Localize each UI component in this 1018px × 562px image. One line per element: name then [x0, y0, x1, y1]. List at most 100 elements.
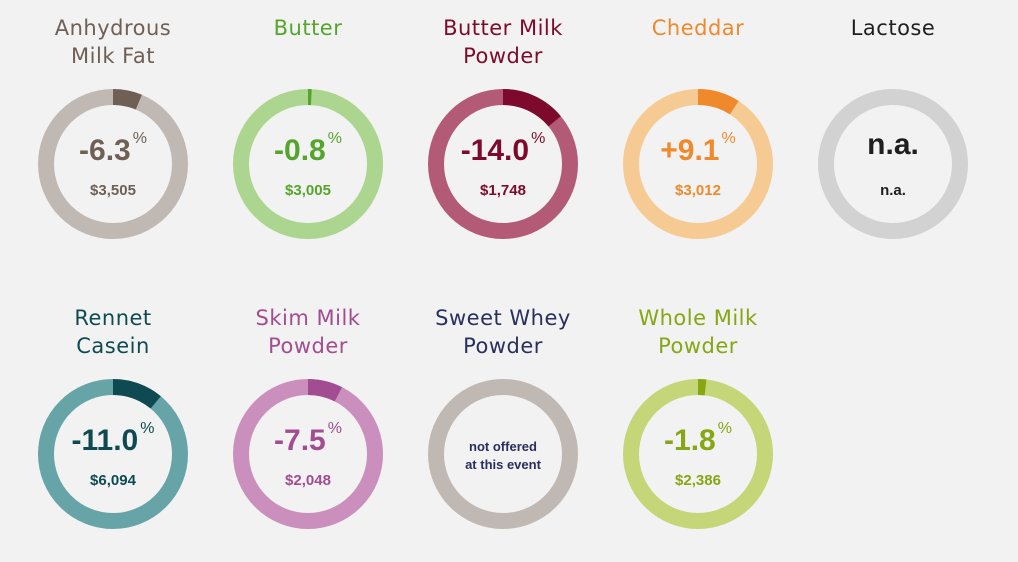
- donut-center: not offered at this event: [423, 374, 583, 534]
- donut-center: -0.8% $3,005: [228, 84, 388, 244]
- product-name: Butter Milk Powder: [403, 14, 603, 70]
- percent-unit: %: [327, 420, 342, 437]
- percent-unit: %: [327, 130, 342, 147]
- donut-svg: [38, 89, 188, 239]
- donut-ring: -0.8% $3,005: [228, 84, 388, 244]
- donut-svg: [428, 379, 578, 529]
- change-percent: +9.1%: [618, 128, 778, 168]
- price-value: $2,386: [675, 472, 721, 489]
- donut-change-arc: [428, 89, 578, 239]
- change-percent: -1.8%: [618, 418, 778, 458]
- donut-ring: -1.8% $2,386: [618, 374, 778, 534]
- change-percent: -6.3%: [33, 128, 193, 168]
- donut-ring: -11.0% $6,094: [33, 374, 193, 534]
- donut-center: -1.8% $2,386: [618, 374, 778, 534]
- product-name: Sweet Whey Powder: [403, 304, 603, 360]
- donut-ring: +9.1% $3,012: [618, 84, 778, 244]
- availability-note-line: not offered: [469, 439, 537, 454]
- change-value: -11.0: [71, 424, 139, 457]
- price-value: n.a.: [880, 182, 906, 199]
- product-name-line: Butter: [273, 16, 343, 40]
- change-percent: -11.0%: [33, 418, 193, 458]
- price-value: $2,048: [285, 472, 331, 489]
- price-value: $3,005: [285, 182, 331, 199]
- product-name: Rennet Casein: [13, 304, 213, 360]
- donut-ring: -6.3% $3,505: [33, 84, 193, 244]
- percent-unit: %: [531, 130, 546, 147]
- product-name: Skim Milk Powder: [208, 304, 408, 360]
- product-name-line: Casein: [76, 334, 150, 358]
- price-value: $6,094: [90, 472, 136, 489]
- change-value: -6.3: [79, 134, 131, 167]
- product-tile-rennet-casein[interactable]: Rennet Casein -11.0% $6,094: [33, 290, 193, 560]
- donut-change-arc: [233, 379, 383, 529]
- product-name: Butter: [208, 14, 408, 42]
- donut-center: -14.0% $1,748: [423, 84, 583, 244]
- product-name-line: Powder: [268, 334, 348, 358]
- product-name-line: Rennet: [74, 306, 152, 330]
- donut-svg: [233, 89, 383, 239]
- percent-unit: %: [721, 130, 736, 147]
- change-value: -14.0: [460, 134, 530, 167]
- price-value: $1,748: [480, 182, 526, 199]
- product-tile-lactose[interactable]: Lactose n.a. n.a.: [813, 0, 973, 270]
- change-value: -0.8: [274, 134, 326, 167]
- donut-svg: [428, 89, 578, 239]
- product-name: Cheddar: [598, 14, 798, 42]
- change-value: n.a.: [867, 128, 919, 161]
- donut-center: -11.0% $6,094: [33, 374, 193, 534]
- product-name-line: Whole Milk: [638, 306, 758, 330]
- product-tile-butter[interactable]: Butter -0.8% $3,005: [228, 0, 388, 270]
- product-tile-anhydrous-milk-fat[interactable]: Anhydrous Milk Fat -6.3% $3,505: [33, 0, 193, 270]
- availability-note-line: at this event: [465, 457, 541, 472]
- product-name: Whole Milk Powder: [598, 304, 798, 360]
- product-name-line: Powder: [463, 44, 543, 68]
- donut-track: [428, 379, 578, 529]
- donut-svg: [818, 89, 968, 239]
- price-value: $3,012: [675, 182, 721, 199]
- donut-ring: not offered at this event: [423, 374, 583, 534]
- change-value: -7.5: [274, 424, 326, 457]
- percent-unit: %: [140, 420, 155, 437]
- donut-ring: -14.0% $1,748: [423, 84, 583, 244]
- product-name: Anhydrous Milk Fat: [13, 14, 213, 70]
- product-name-line: Butter Milk: [443, 16, 563, 40]
- product-name: Lactose: [793, 14, 993, 42]
- product-name-line: Milk Fat: [71, 44, 155, 68]
- donut-change-arc: [623, 379, 773, 529]
- change-percent: -14.0%: [423, 128, 583, 168]
- donut-svg: [233, 379, 383, 529]
- donut-center: -6.3% $3,505: [33, 84, 193, 244]
- product-tile-butter-milk-powder[interactable]: Butter Milk Powder -14.0% $1,748: [423, 0, 583, 270]
- donut-change-arc: [623, 89, 773, 239]
- availability-note: not offered at this event: [423, 438, 583, 474]
- product-tile-whole-milk-powder[interactable]: Whole Milk Powder -1.8% $2,386: [618, 290, 778, 560]
- product-tile-sweet-whey-powder[interactable]: Sweet Whey Powder not offered at this event: [423, 290, 583, 560]
- donut-center: +9.1% $3,012: [618, 84, 778, 244]
- donut-center: -7.5% $2,048: [228, 374, 388, 534]
- product-name-line: Powder: [463, 334, 543, 358]
- product-tile-skim-milk-powder[interactable]: Skim Milk Powder -7.5% $2,048: [228, 290, 388, 560]
- product-name-line: Anhydrous: [54, 16, 172, 40]
- product-name-line: Powder: [658, 334, 738, 358]
- donut-ring: -7.5% $2,048: [228, 374, 388, 534]
- donut-svg: [38, 379, 188, 529]
- donut-svg: [623, 89, 773, 239]
- product-tile-cheddar[interactable]: Cheddar +9.1% $3,012: [618, 0, 778, 270]
- product-name-line: Cheddar: [651, 16, 745, 40]
- percent-unit: %: [132, 130, 147, 147]
- donut-svg: [623, 379, 773, 529]
- donut-ring: n.a. n.a.: [813, 84, 973, 244]
- product-name-line: Skim Milk: [255, 306, 361, 330]
- donut-change-arc: [38, 89, 188, 239]
- percent-unit: %: [717, 420, 732, 437]
- donut-change-arc: [233, 89, 383, 239]
- change-percent: -0.8%: [228, 128, 388, 168]
- price-value: $3,505: [90, 182, 136, 199]
- change-percent: n.a.: [813, 128, 973, 162]
- donut-center: n.a. n.a.: [813, 84, 973, 244]
- donut-change-arc: [38, 379, 188, 529]
- change-value: -1.8: [664, 424, 716, 457]
- product-name-line: Sweet Whey: [435, 306, 571, 330]
